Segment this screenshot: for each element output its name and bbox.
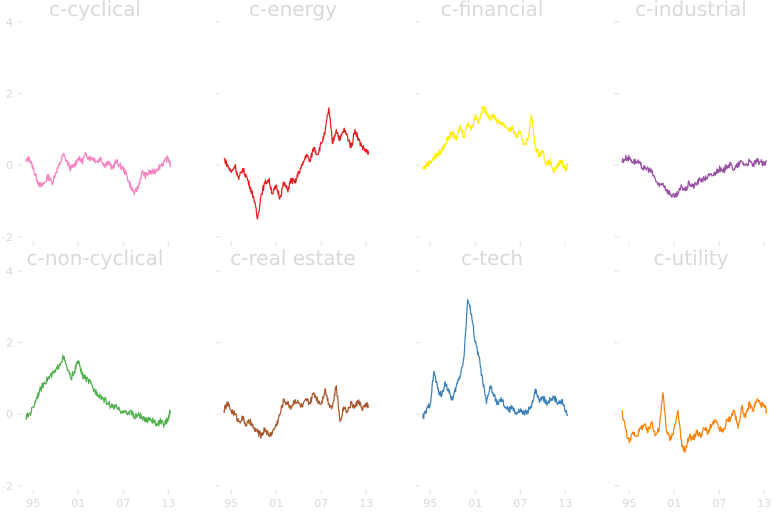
x-tick-label: 13 [161,497,175,510]
y-tick-label: 2 [6,337,13,350]
y-tick-label: 4 [6,16,13,29]
series-line [25,151,172,196]
x-tick-label: 07 [314,497,328,510]
panel-c-real-estate: c-real estate 95 01 07 13 [216,246,373,510]
panel-title: c-tech [461,246,523,270]
y-tick-label: 2 [6,88,13,101]
panel-title: c-industrial [635,0,747,21]
x-tick-label: 01 [269,497,283,510]
x-tick-label: 95 [622,497,636,510]
x-tick-label: 95 [26,497,40,510]
series-line [422,105,569,174]
y-tick-label: 0 [6,159,13,172]
panel-title: c-financial [441,0,544,21]
panel-c-utility: c-utility 95 01 07 13 [614,246,771,510]
x-tick-label: 07 [116,497,130,510]
x-tick-label: 95 [224,497,238,510]
panel-c-tech: c-tech 95 01 07 13 [415,246,572,510]
y-tick-label: -2 [2,480,13,493]
panel-c-industrial: c-industrial [614,0,768,246]
x-tick-label: 13 [757,497,771,510]
panel-title: c-non-cyclical [27,246,164,270]
x-tick-label: 07 [513,497,527,510]
series-line [621,392,768,453]
series-line [621,154,768,198]
panel-title: c-energy [249,0,337,21]
y-tick-label: -2 [2,231,13,244]
panel-title: c-utility [653,246,728,270]
x-tick-label: 13 [558,497,572,510]
panel-title: c-real estate [230,246,355,270]
x-tick-label: 01 [71,497,85,510]
x-tick-label: 95 [423,497,437,510]
x-tick-label: 01 [667,497,681,510]
y-tick-label: 4 [6,265,13,278]
panel-c-financial: c-financial [415,0,569,246]
panel-c-energy: c-energy [216,0,370,246]
panel-c-cyclical: c-cyclical 4 2 0 -2 [2,0,172,246]
x-tick-label: 13 [359,497,373,510]
panel-c-non-cyclical: c-non-cyclical 4 2 0 -2 95 01 07 13 [2,246,175,510]
series-line [25,354,172,428]
series-line [422,299,569,420]
panel-title: c-cyclical [49,0,141,21]
series-line [223,107,370,220]
y-tick-label: 0 [6,408,13,421]
x-tick-label: 01 [468,497,482,510]
x-tick-label: 07 [712,497,726,510]
series-line [223,385,369,439]
